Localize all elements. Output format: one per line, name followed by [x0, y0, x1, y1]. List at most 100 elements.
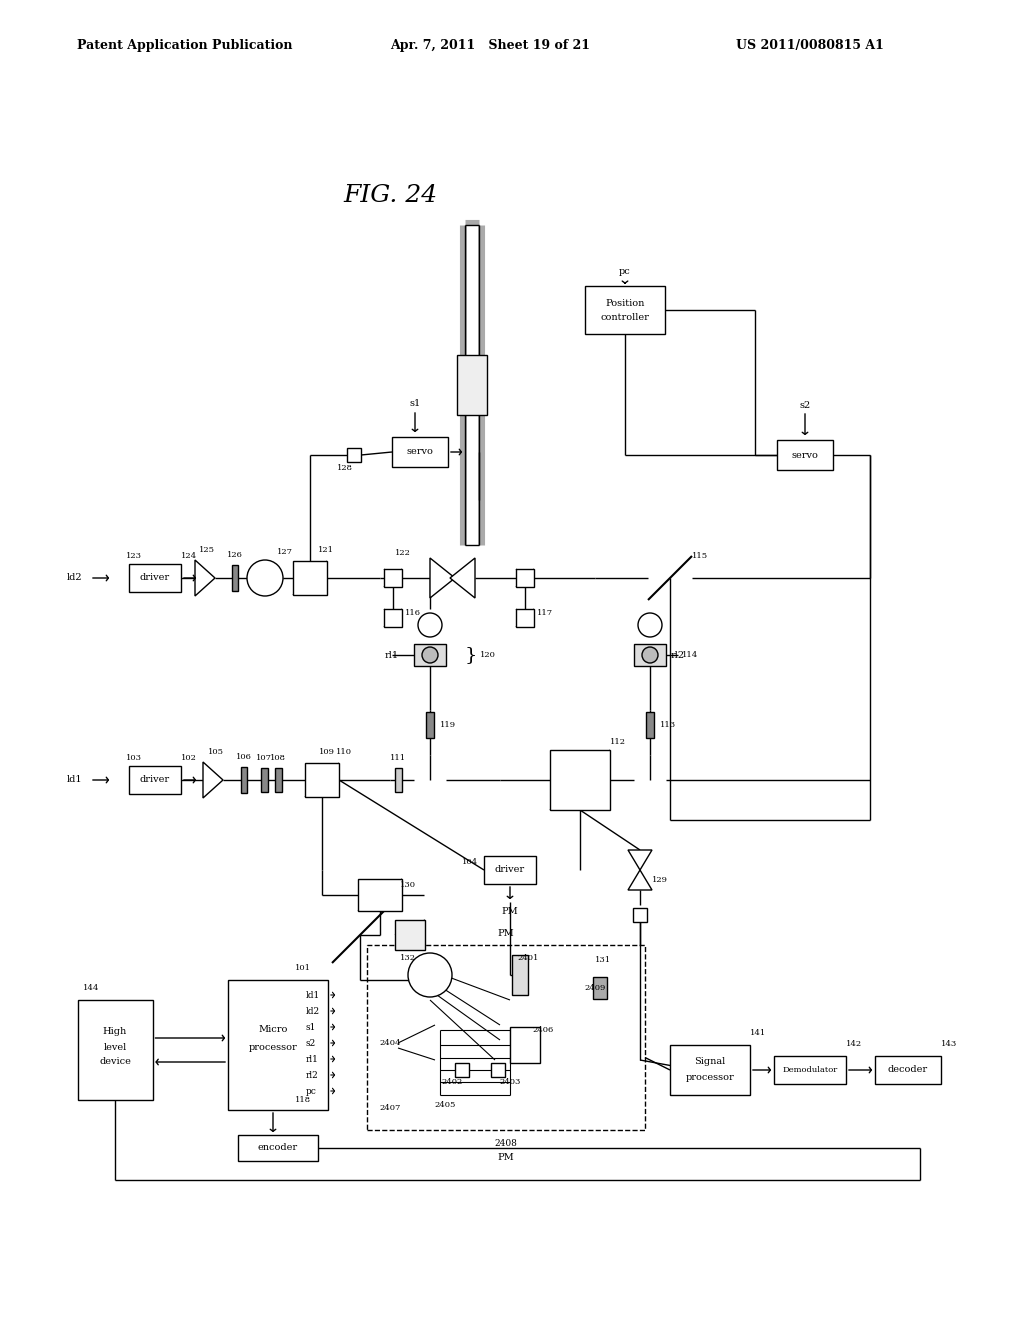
Text: rl2: rl2: [306, 1071, 318, 1080]
Text: PM: PM: [498, 1154, 514, 1163]
Bar: [129, 766, 181, 795]
Text: 107: 107: [256, 754, 272, 762]
Bar: [241, 767, 247, 793]
Bar: [274, 768, 282, 792]
Text: FIG. 24: FIG. 24: [343, 183, 437, 206]
Text: 131: 131: [595, 956, 611, 964]
Text: Apr. 7, 2011   Sheet 19 of 21: Apr. 7, 2011 Sheet 19 of 21: [390, 38, 590, 51]
Bar: [585, 286, 665, 334]
Text: 102: 102: [181, 754, 197, 762]
Bar: [78, 1001, 153, 1100]
Bar: [874, 1056, 941, 1084]
Bar: [777, 440, 833, 470]
Text: 143: 143: [941, 1040, 957, 1048]
Text: 122: 122: [395, 549, 411, 557]
Bar: [634, 644, 666, 667]
Text: pc: pc: [306, 1086, 316, 1096]
Text: 109: 109: [319, 748, 335, 756]
Circle shape: [408, 953, 452, 997]
Text: ld2: ld2: [68, 573, 83, 582]
Text: Demodulator: Demodulator: [782, 1067, 838, 1074]
Bar: [232, 565, 238, 591]
Text: 108: 108: [270, 754, 286, 762]
Polygon shape: [450, 558, 475, 598]
Bar: [516, 609, 534, 627]
Text: 130: 130: [400, 880, 416, 888]
Bar: [347, 447, 361, 462]
Text: 127: 127: [278, 548, 293, 556]
Text: 2405: 2405: [434, 1101, 456, 1109]
Text: 110: 110: [336, 748, 352, 756]
Bar: [129, 564, 181, 591]
Text: 2403: 2403: [500, 1078, 520, 1086]
Text: s1: s1: [306, 1023, 316, 1031]
Text: 118: 118: [295, 1096, 311, 1104]
Bar: [646, 711, 654, 738]
Text: driver: driver: [495, 866, 525, 874]
Bar: [550, 750, 610, 810]
Text: servo: servo: [407, 447, 433, 457]
Text: driver: driver: [140, 573, 170, 582]
Text: 2401: 2401: [517, 954, 539, 962]
Text: 125: 125: [199, 546, 215, 554]
Text: driver: driver: [140, 776, 170, 784]
Bar: [512, 954, 528, 995]
Polygon shape: [430, 558, 455, 598]
Text: 112: 112: [610, 738, 626, 746]
Bar: [633, 908, 647, 921]
Circle shape: [642, 647, 658, 663]
Bar: [593, 977, 607, 999]
Bar: [358, 879, 402, 911]
Bar: [774, 1056, 846, 1084]
Text: Signal: Signal: [694, 1057, 726, 1067]
Circle shape: [418, 612, 442, 638]
Text: pc: pc: [620, 268, 631, 276]
Text: 111: 111: [390, 754, 407, 762]
Bar: [490, 1063, 505, 1077]
Bar: [484, 855, 536, 884]
Circle shape: [422, 647, 438, 663]
Text: PM: PM: [498, 928, 514, 937]
Text: 114: 114: [682, 651, 698, 659]
Text: 101: 101: [295, 964, 311, 972]
Text: processor: processor: [686, 1073, 734, 1082]
Text: s1: s1: [410, 400, 421, 408]
Bar: [367, 945, 645, 1130]
Circle shape: [247, 560, 283, 597]
Text: decoder: decoder: [888, 1065, 928, 1074]
Text: 2402: 2402: [441, 1078, 463, 1086]
Text: 128: 128: [337, 465, 353, 473]
Bar: [457, 355, 487, 414]
Text: 142: 142: [846, 1040, 862, 1048]
Text: 2404: 2404: [379, 1039, 400, 1047]
Text: servo: servo: [792, 450, 818, 459]
Text: level: level: [103, 1043, 127, 1052]
Text: 2407: 2407: [379, 1104, 400, 1111]
Text: 124: 124: [181, 552, 197, 560]
Text: 2409: 2409: [585, 983, 605, 993]
Text: 119: 119: [440, 721, 456, 729]
Bar: [384, 609, 402, 627]
Text: 106: 106: [237, 752, 252, 762]
Text: ld2: ld2: [306, 1006, 321, 1015]
Polygon shape: [628, 850, 652, 870]
Text: s2: s2: [306, 1039, 316, 1048]
Text: 121: 121: [318, 546, 334, 554]
Text: 116: 116: [406, 609, 421, 616]
Text: 2408: 2408: [495, 1139, 517, 1148]
Text: PM: PM: [502, 908, 518, 916]
Text: 104: 104: [462, 858, 478, 866]
Text: 103: 103: [126, 754, 142, 762]
Bar: [414, 644, 446, 667]
Text: ld1: ld1: [306, 990, 321, 999]
Bar: [305, 763, 339, 797]
Text: controller: controller: [600, 314, 649, 322]
Bar: [392, 437, 449, 467]
Text: encoder: encoder: [258, 1143, 298, 1152]
Polygon shape: [195, 560, 215, 597]
Text: processor: processor: [249, 1043, 297, 1052]
Text: 115: 115: [692, 552, 708, 560]
Bar: [516, 569, 534, 587]
Bar: [670, 1045, 750, 1096]
Bar: [426, 711, 434, 738]
